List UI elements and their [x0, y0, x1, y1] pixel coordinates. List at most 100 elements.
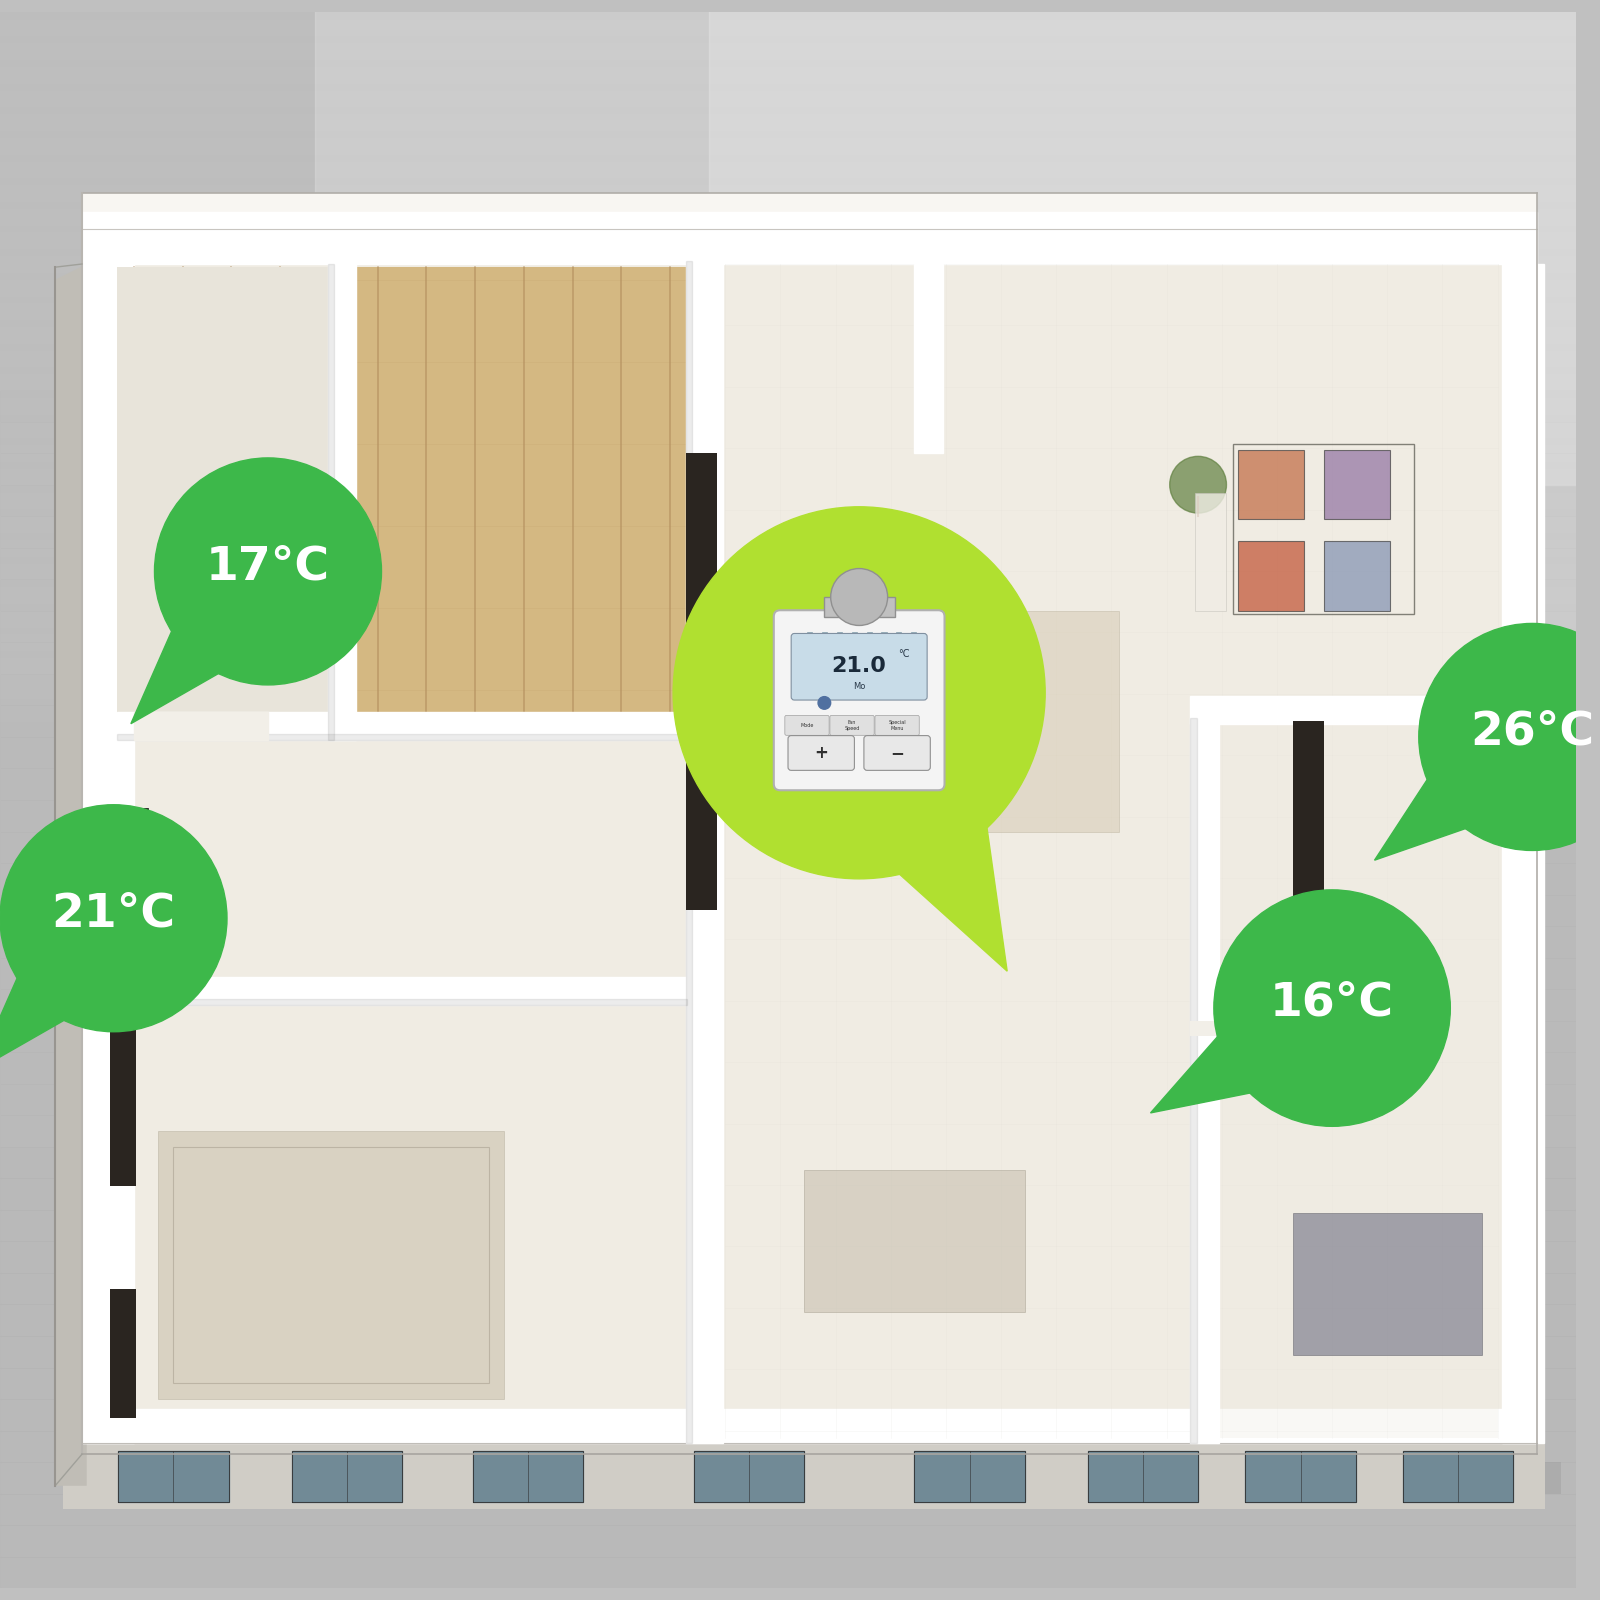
Polygon shape [62, 1438, 1546, 1509]
Bar [0, 67, 1576, 130]
Bar [0, 658, 1576, 722]
Circle shape [1214, 890, 1450, 1126]
FancyBboxPatch shape [786, 715, 829, 736]
Bar [0, 1178, 1576, 1210]
Bar [82, 264, 134, 1443]
Bar [0, 485, 1576, 517]
Bar [0, 1274, 1576, 1304]
Bar [0, 210, 1576, 272]
Bar [0, 280, 1576, 342]
Bar [291, 1451, 402, 1501]
Text: 17°C: 17°C [206, 544, 330, 589]
Bar [0, 422, 1576, 485]
Bar [0, 1336, 1576, 1368]
Text: −: − [890, 744, 904, 762]
Bar [0, 1368, 1576, 1398]
Bar [1237, 541, 1304, 611]
Bar [134, 712, 267, 741]
Bar [173, 1147, 488, 1384]
Bar [1190, 718, 1197, 1443]
Polygon shape [110, 1288, 136, 1418]
Bar [1325, 450, 1390, 520]
Bar [0, 162, 1576, 224]
Polygon shape [82, 264, 1538, 1443]
Bar [0, 862, 1576, 894]
Bar [914, 1451, 1024, 1501]
Bar [0, 296, 1576, 326]
Bar [0, 517, 1576, 579]
Polygon shape [54, 264, 86, 1486]
Circle shape [830, 568, 888, 626]
Bar [0, 579, 1576, 611]
Bar [0, 1525, 1576, 1557]
Text: Fan
Speed: Fan Speed [845, 720, 859, 731]
Bar [0, 1053, 1576, 1083]
Bar [0, 186, 1576, 248]
Bar [1403, 1451, 1514, 1501]
Text: 16°C: 16°C [1270, 981, 1394, 1026]
Bar [0, 304, 1576, 366]
Circle shape [674, 507, 1045, 878]
Bar [0, 43, 1576, 106]
Text: °C: °C [898, 648, 909, 659]
FancyBboxPatch shape [864, 736, 930, 770]
Polygon shape [1150, 1008, 1288, 1114]
Bar [0, 674, 1576, 706]
Bar [1190, 718, 1219, 1443]
Bar [315, 0, 1600, 642]
Bar [0, 91, 1576, 154]
Circle shape [0, 805, 227, 1032]
Polygon shape [1374, 749, 1501, 861]
Bar [0, 958, 1576, 989]
Bar [0, 1494, 1576, 1525]
Polygon shape [0, 944, 96, 1070]
Text: Mo: Mo [853, 682, 866, 691]
Bar [0, 469, 1576, 533]
Bar [117, 998, 688, 1005]
Bar [0, 1557, 1576, 1589]
Bar [0, 350, 1576, 414]
FancyBboxPatch shape [789, 736, 854, 770]
Bar [0, 989, 1576, 1021]
Bar [0, 43, 1576, 75]
Bar [0, 232, 1576, 264]
Bar [709, 0, 1600, 485]
Bar [0, 264, 1576, 296]
Bar [0, 0, 1576, 59]
Bar [0, 563, 1576, 627]
Bar [0, 1115, 1576, 1147]
Bar [1293, 1213, 1482, 1355]
Bar [1088, 1451, 1198, 1501]
Bar [0, 1430, 1576, 1462]
Bar [694, 1451, 803, 1501]
FancyBboxPatch shape [774, 610, 944, 790]
Bar [0, 738, 1576, 768]
Bar [0, 635, 1576, 698]
Text: 21.0: 21.0 [832, 656, 886, 675]
Bar [0, 445, 1576, 509]
Polygon shape [686, 453, 717, 627]
Bar [0, 706, 1576, 738]
Bar [1195, 493, 1227, 611]
Bar [474, 1451, 584, 1501]
Bar [1232, 443, 1414, 614]
Bar [803, 1171, 1024, 1312]
Bar [1325, 541, 1390, 611]
Text: +: + [814, 744, 829, 762]
Bar [0, 232, 1576, 296]
Bar [117, 976, 688, 1005]
Bar [0, 19, 1576, 83]
Bar [0, 114, 1576, 178]
Bar [0, 547, 1576, 579]
Polygon shape [1293, 722, 1325, 958]
Bar [0, 326, 1576, 358]
Bar [0, 11, 1576, 43]
Bar [0, 138, 1576, 202]
Bar [1502, 264, 1544, 1443]
Bar [824, 597, 894, 616]
Bar [328, 264, 334, 741]
Bar [0, 326, 1576, 390]
Bar [0, 75, 1576, 106]
Polygon shape [94, 1462, 1560, 1494]
Bar [82, 1408, 1538, 1443]
